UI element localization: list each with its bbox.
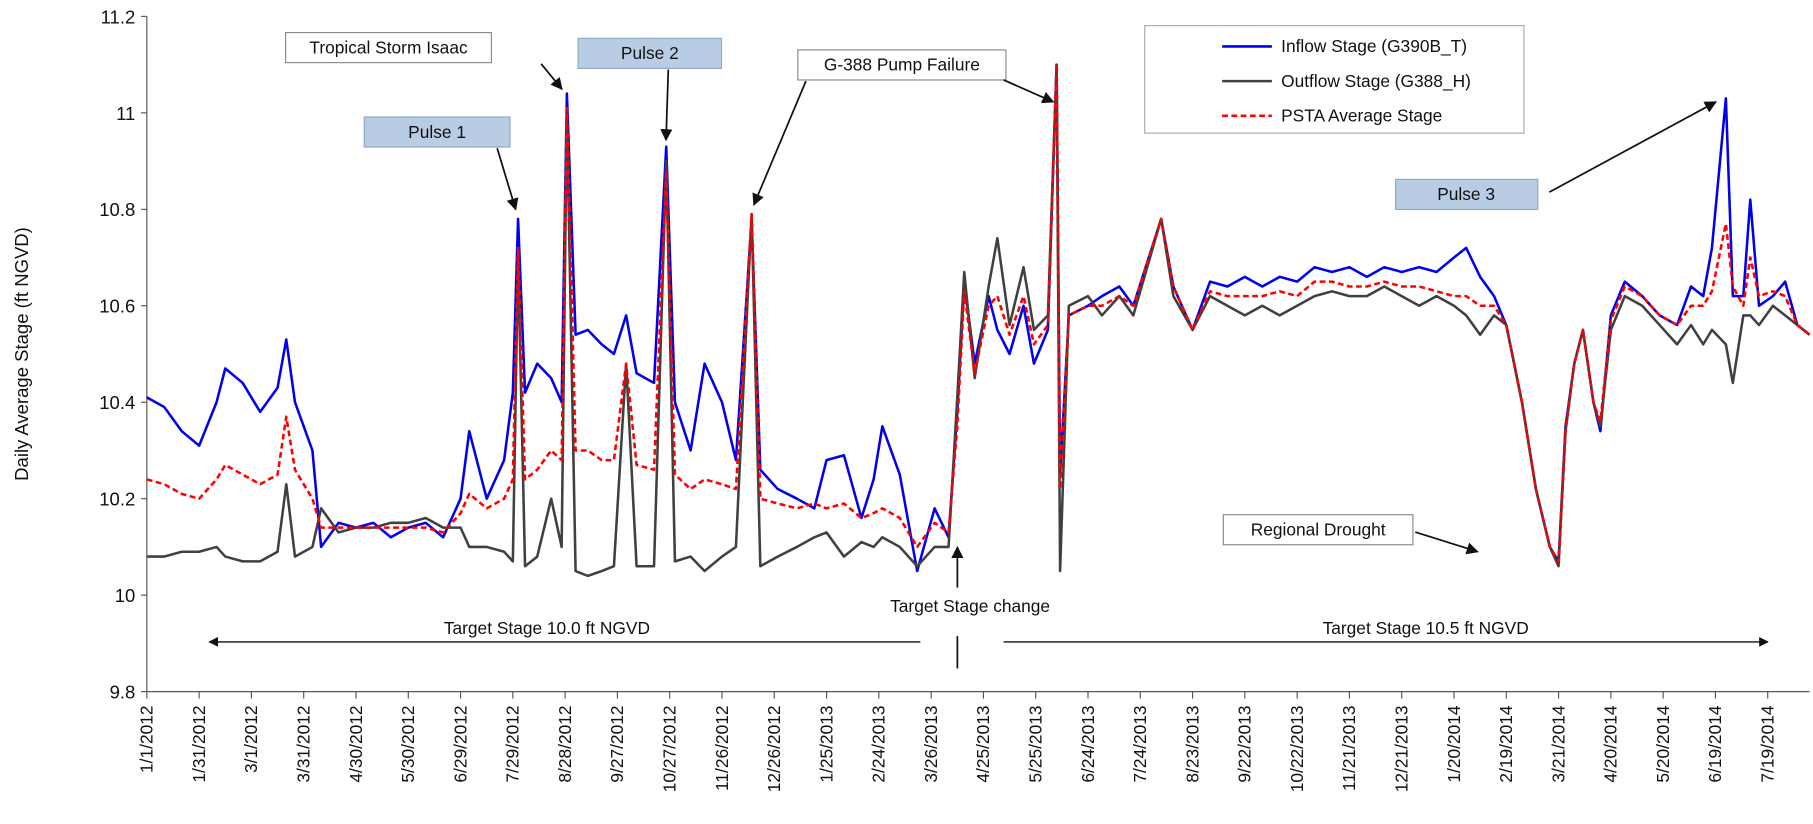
x-tick-label: 3/31/2012 <box>293 706 313 783</box>
annotation: Tropical Storm Isaac <box>309 37 468 57</box>
x-tick-label: 2/24/2013 <box>869 706 889 783</box>
annotation-box <box>363 116 511 148</box>
x-tick-label: 6/29/2012 <box>450 706 470 783</box>
annotation: Target Stage change <box>890 596 1050 616</box>
x-tick-label: 3/1/2012 <box>241 706 261 773</box>
annotation: Pulse 1 <box>408 122 466 142</box>
legend-label: PSTA Average Stage <box>1281 106 1442 126</box>
x-tick-label: 5/30/2012 <box>398 706 418 783</box>
annotation: Target Stage 10.0 ft NGVD <box>444 618 650 638</box>
legend-label: Outflow Stage (G388_H) <box>1281 71 1471 91</box>
annotation: Regional Drought <box>1251 520 1386 540</box>
x-tick-label: 4/30/2012 <box>346 706 366 783</box>
x-tick-label: 3/21/2014 <box>1548 705 1568 782</box>
annotation: G-388 Pump Failure <box>824 55 980 75</box>
x-tick-label: 7/19/2014 <box>1757 705 1777 782</box>
annotation-box <box>1222 514 1414 546</box>
x-tick-label: 1/20/2014 <box>1444 705 1464 782</box>
y-tick-label: 10.8 <box>99 199 135 220</box>
y-axis-label: Daily Average Stage (ft NGVD) <box>11 227 32 481</box>
arrow <box>1548 101 1717 193</box>
y-tick-label: 10.2 <box>99 489 135 510</box>
y-tick-label: 9.8 <box>110 682 136 703</box>
legend: Inflow Stage (G390B_T) Outflow Stage (G38… <box>1144 25 1525 134</box>
arrow <box>752 80 807 206</box>
y-tick-label: 11 <box>116 103 135 124</box>
arrow <box>496 147 519 211</box>
x-tick-label: 2/19/2014 <box>1496 705 1516 782</box>
annotation: Pulse 2 <box>621 43 679 63</box>
y-tick-label: 10.6 <box>99 296 135 317</box>
y-tick-label: 10 <box>115 585 136 606</box>
series-line <box>146 63 1811 563</box>
x-tick-label: 1/31/2012 <box>189 706 209 783</box>
annotation-box <box>577 37 723 69</box>
x-tick-label: 12/26/2012 <box>764 706 784 793</box>
legend-label: Inflow Stage (G390B_T) <box>1281 36 1467 56</box>
x-tick-label: 7/24/2013 <box>1130 706 1150 783</box>
y-tick-label: 10.4 <box>99 392 135 413</box>
x-tick-label: 6/24/2013 <box>1078 705 1098 782</box>
x-tick-label: 4/25/2013 <box>973 705 993 782</box>
arrow <box>660 69 673 142</box>
x-tick-label: 4/20/2014 <box>1601 705 1621 782</box>
x-tick-label: 5/20/2014 <box>1653 705 1673 782</box>
annotation: Target Stage 10.5 ft NGVD <box>1323 618 1529 638</box>
x-tick-label: 10/27/2012 <box>659 706 679 793</box>
x-tick-label: 9/22/2013 <box>1235 706 1255 783</box>
x-tick-label: 6/19/2014 <box>1705 705 1725 782</box>
annotation: Pulse 3 <box>1437 184 1495 204</box>
x-tick-label: 12/21/2013 <box>1391 706 1411 793</box>
arrow <box>1414 531 1479 555</box>
arrow <box>1003 79 1055 104</box>
x-tick-label: 7/29/2012 <box>503 706 523 783</box>
x-tick-label: 8/23/2013 <box>1182 706 1202 783</box>
legend-box <box>1144 25 1525 134</box>
x-tick-label: 1/25/2013 <box>816 706 836 783</box>
arrow <box>540 63 563 91</box>
x-tick-label: 5/25/2013 <box>1025 706 1045 783</box>
annotation-box <box>797 49 1007 81</box>
annotation-box <box>1395 178 1539 211</box>
y-tick-label: 11.2 <box>101 6 136 27</box>
x-tick-label: 10/22/2013 <box>1287 705 1307 792</box>
x-tick-label: 11/26/2012 <box>712 706 732 791</box>
x-tick-label: 9/27/2012 <box>607 706 627 783</box>
x-tick-label: 8/28/2012 <box>555 706 575 783</box>
annotation-box <box>285 31 492 64</box>
annotations: Tropical Storm Isaac Pulse 2 Pulse 1 G-3… <box>208 31 1769 669</box>
x-tick-label: 1/1/2012 <box>137 706 157 773</box>
x-tick-label: 3/26/2013 <box>921 706 941 783</box>
x-tick-label: 11/21/2013 <box>1339 706 1359 791</box>
